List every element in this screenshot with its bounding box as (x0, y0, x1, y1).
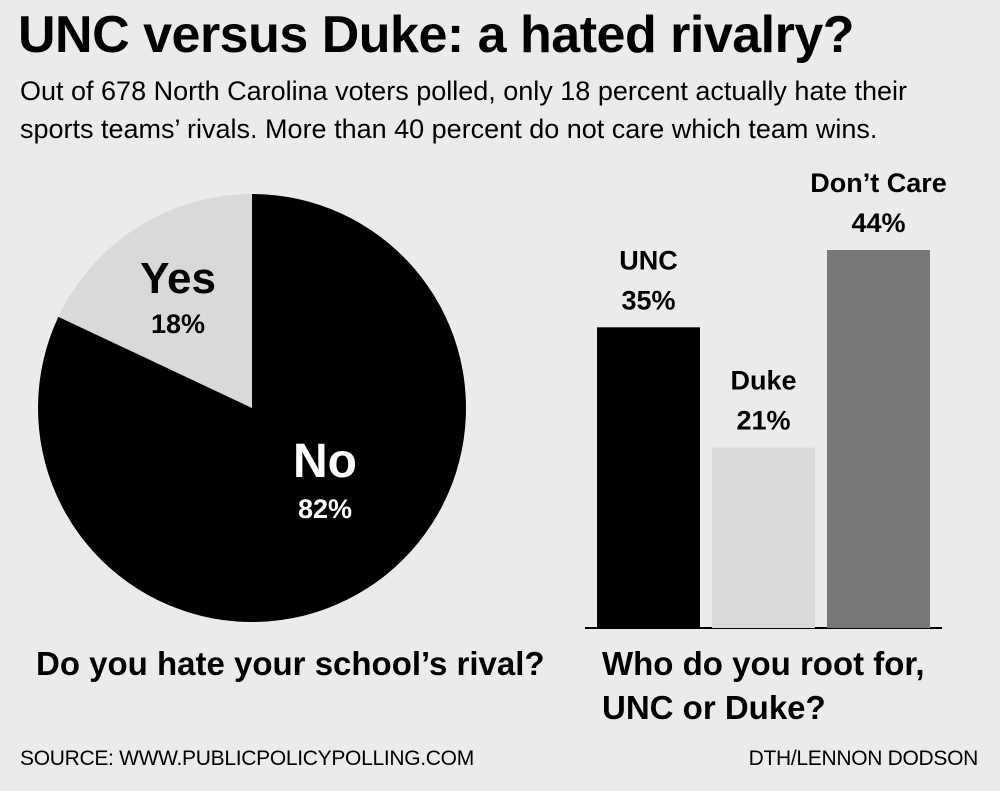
chart-subtitle: Out of 678 North Carolina voters polled,… (20, 72, 980, 148)
source-note: SOURCE: WWW.PUBLICPOLICYPOLLING.COM (20, 747, 474, 770)
bar-value-2: 44% (851, 208, 905, 238)
pie-question: Do you hate your school’s rival? (36, 645, 545, 682)
chart-title: UNC versus Duke: a hated rivalry? (18, 6, 855, 64)
bar-label-1: Duke (730, 366, 796, 396)
bar-1 (712, 447, 815, 628)
subtitle-line-2: sports teams’ rivals. More than 40 perce… (20, 114, 878, 144)
pie-value-yes: 18% (151, 309, 205, 339)
bar-question-line-2: UNC or Duke? (602, 689, 826, 726)
bar-value-0: 35% (621, 285, 675, 315)
bar-value-1: 21% (736, 406, 790, 436)
bar-label-0: UNC (619, 245, 678, 275)
pie-slice-no (37, 194, 466, 623)
bar-question-line-1: Who do you root for, (602, 645, 925, 682)
pie-value-no: 82% (298, 494, 352, 524)
pie-label-no: No (293, 435, 357, 488)
bar-label-2: Don’t Care (810, 168, 947, 198)
pie-label-yes: Yes (140, 254, 216, 303)
bar-question: Who do you root for, UNC or Duke? (602, 642, 925, 730)
credit-note: DTH/LENNON DODSON (748, 747, 979, 770)
pie-slice-yes (58, 194, 253, 408)
bar-0 (597, 327, 700, 628)
subtitle-line-1: Out of 678 North Carolina voters polled,… (20, 76, 908, 106)
bar-2 (827, 250, 930, 628)
